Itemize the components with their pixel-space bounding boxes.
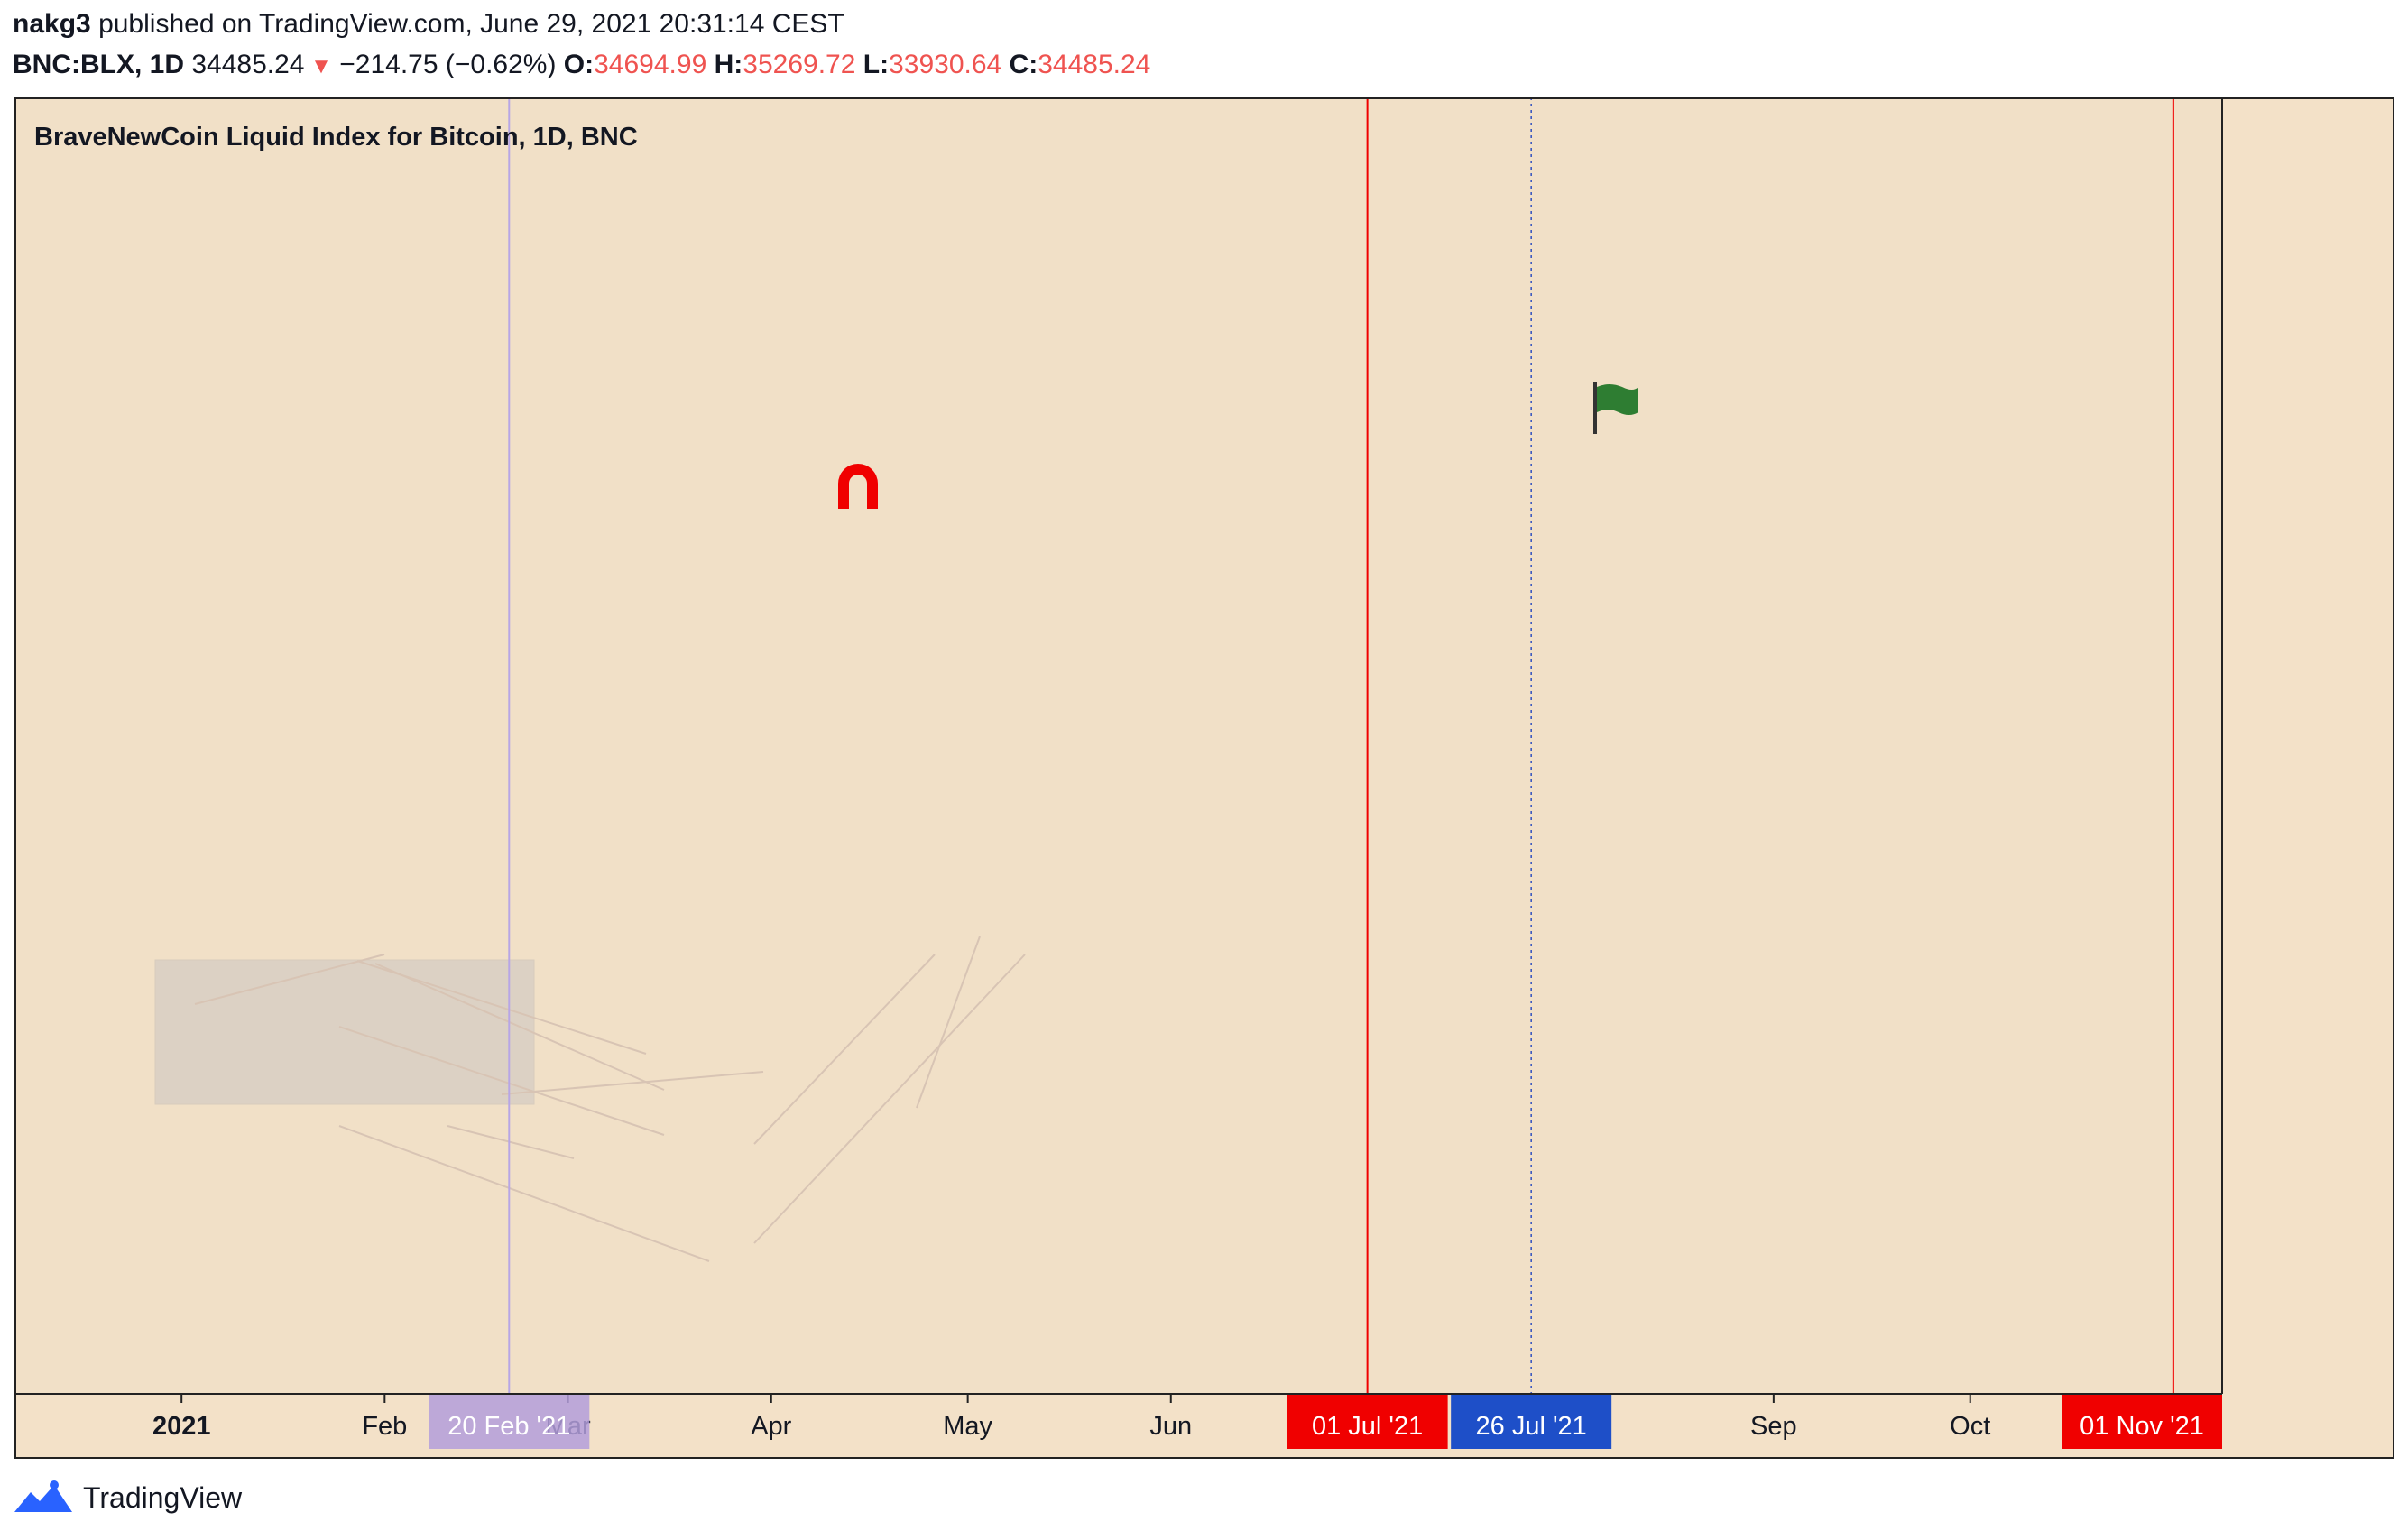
ghost-arrow-line xyxy=(194,954,385,1005)
date-highlight-badge xyxy=(1451,1395,1612,1449)
time-tick-label: May xyxy=(943,1412,992,1441)
time-tick-label: Jun xyxy=(1149,1412,1192,1441)
ghost-arrow-line xyxy=(753,954,1026,1244)
time-tick-label: Apr xyxy=(751,1412,791,1441)
price-change: −214.75 (−0.62%) xyxy=(339,50,557,79)
time-tick-label: Oct xyxy=(1950,1412,1990,1441)
date-highlight-label: 01 Jul '21 xyxy=(1312,1412,1423,1441)
symbol-info: BNC:BLX, 1D 34485.24 ▼ −214.75 (−0.62%) … xyxy=(13,50,1150,80)
ghost-arrow-line xyxy=(338,1125,710,1262)
plot-background xyxy=(14,97,2222,1394)
ghost-arrow-line xyxy=(447,1125,575,1159)
symbol-name: BNC:BLX, 1D xyxy=(13,50,185,79)
ghost-arrow-line xyxy=(338,1026,665,1136)
low-value: 33930.64 xyxy=(889,50,1002,79)
publish-info: nakg3 published on TradingView.com, June… xyxy=(13,9,844,40)
open-label: O: xyxy=(563,50,595,79)
chart-title: BraveNewCoin Liquid Index for Bitcoin, 1… xyxy=(34,123,638,152)
consolidation-box xyxy=(154,959,535,1105)
time-tick-label: Feb xyxy=(362,1412,407,1441)
chart-area[interactable]: cca 70kcca 50kcca 30kBraveNewCoin Liquid… xyxy=(14,97,2394,1459)
magnet-icon xyxy=(838,464,878,509)
close-label: C: xyxy=(1009,50,1038,79)
close-value: 34485.24 xyxy=(1038,50,1151,79)
date-highlight-label: 20 Feb '21 xyxy=(447,1412,570,1441)
date-highlight-label: 01 Nov '21 xyxy=(2080,1412,2204,1441)
high-value: 35269.72 xyxy=(743,50,856,79)
ghost-arrow-line xyxy=(501,1071,764,1095)
footer-brand[interactable]: TradingView xyxy=(83,1480,243,1514)
ghost-arrow-line xyxy=(374,963,665,1091)
chart-frame xyxy=(14,97,2394,1459)
open-value: 34694.99 xyxy=(594,50,707,79)
footer: TradingView xyxy=(13,1480,242,1516)
ghost-arrow-line xyxy=(753,954,936,1145)
high-label: H: xyxy=(714,50,743,79)
time-tick-label: Sep xyxy=(1750,1412,1797,1441)
date-highlight-label: 26 Jul '21 xyxy=(1476,1412,1587,1441)
flag-icon xyxy=(1593,382,1638,434)
time-tick-label: 2021 xyxy=(152,1412,211,1441)
date-highlight-badge xyxy=(429,1395,590,1449)
chart-svg[interactable]: cca 70kcca 50kcca 30kBraveNewCoin Liquid… xyxy=(14,97,2394,1459)
date-highlight-badge xyxy=(2062,1395,2222,1449)
date-highlight-badge xyxy=(1287,1395,1448,1449)
ghost-arrow-line xyxy=(916,936,981,1109)
tradingview-logo-icon xyxy=(14,1480,72,1512)
low-label: L: xyxy=(863,50,890,79)
author-name[interactable]: nakg3 xyxy=(13,9,91,39)
published-text: published on TradingView.com, June 29, 2… xyxy=(98,9,844,39)
down-triangle-icon: ▼ xyxy=(304,54,332,78)
last-price: 34485.24 xyxy=(191,50,305,79)
